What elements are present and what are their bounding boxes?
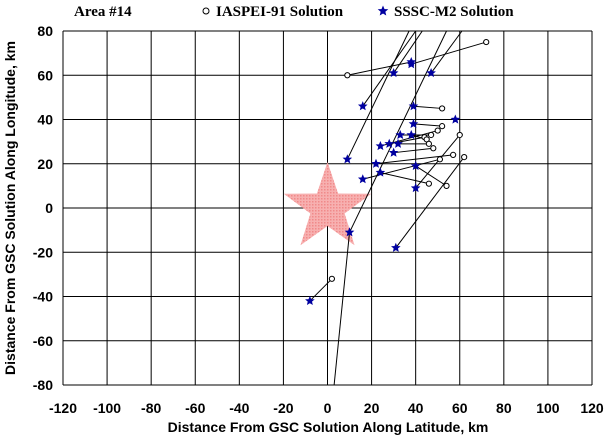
sssc-point — [410, 183, 421, 193]
data-points — [305, 38, 490, 306]
sssc-point — [388, 67, 399, 78]
sssc-point — [408, 101, 419, 111]
iaspei-point — [425, 180, 432, 187]
y-tick-label: -60 — [33, 333, 53, 349]
long-connector — [362, 30, 417, 107]
sssc-point — [410, 160, 421, 171]
long-connector — [346, 30, 410, 160]
legend-sssc-label: SSSC-M2 Solution — [394, 4, 514, 20]
sssc-point — [371, 158, 381, 168]
sssc-point — [426, 67, 436, 78]
x-tick-label: 60 — [452, 400, 468, 416]
sssc-point — [375, 141, 386, 151]
pair-connector — [309, 278, 333, 302]
y-tick-label: -80 — [33, 377, 53, 393]
x-tick-label: 100 — [536, 400, 560, 416]
sssc-point — [384, 138, 395, 148]
pair-connector — [362, 158, 441, 180]
x-tick-label: -40 — [229, 400, 249, 416]
x-tick-label: 20 — [364, 400, 380, 416]
x-axis-label: Distance From GSC Solution Along Latitud… — [168, 419, 489, 435]
legend: Area #14 IASPEI-91 Solution SSSC-M2 Solu… — [74, 4, 514, 20]
sssc-point — [357, 174, 368, 184]
pair-connector — [415, 165, 447, 187]
pair-connector — [413, 105, 443, 109]
pair-connector — [395, 156, 465, 249]
long-connector — [430, 30, 463, 74]
y-tick-label: -20 — [33, 244, 53, 260]
x-tick-label: 120 — [580, 400, 604, 416]
iaspei-point — [434, 127, 441, 134]
long-connector — [349, 30, 447, 233]
iaspei-point — [439, 105, 446, 112]
iaspei-point — [456, 131, 463, 139]
y-tick-label: 20 — [37, 156, 53, 172]
pair-connector — [380, 172, 430, 185]
iaspei-point — [344, 72, 351, 79]
sssc-point — [395, 129, 406, 140]
sssc-point — [388, 147, 399, 157]
long-connector — [393, 30, 423, 74]
x-tick-label: -80 — [141, 400, 161, 416]
iaspei-point — [427, 131, 435, 139]
sssc-point — [406, 129, 417, 140]
sssc-point — [393, 138, 403, 148]
sssc-point — [375, 167, 386, 177]
sssc-point — [408, 118, 419, 129]
legend-sssc-marker — [377, 5, 389, 16]
legend-iaspei-marker — [202, 7, 210, 15]
legend-iaspei-label: IASPEI-91 Solution — [216, 4, 344, 20]
sssc-point — [391, 242, 401, 252]
y-tick-label: 60 — [37, 67, 53, 83]
iaspei-point — [443, 182, 450, 189]
pair-connector — [411, 41, 487, 65]
x-tick-label: -100 — [93, 400, 121, 416]
tick-labels: -120 -100 -80 -60 -40 -20 0 20 40 60 80 100 120 -80 -6… — [33, 23, 604, 416]
iaspei-point — [461, 154, 468, 161]
y-tick-label: 80 — [37, 23, 53, 39]
sssc-point — [342, 154, 353, 164]
x-tick-label: 40 — [408, 400, 424, 416]
iaspei-point — [425, 140, 432, 147]
chart-title: Area #14 — [74, 4, 132, 20]
y-tick-label: -40 — [33, 289, 53, 305]
iaspei-point — [328, 275, 336, 282]
iaspei-point — [439, 123, 446, 130]
y-tick-label: 0 — [45, 200, 53, 216]
iaspei-point — [436, 156, 444, 163]
sssc-point — [406, 56, 417, 67]
x-tick-label: 0 — [324, 400, 332, 416]
sssc-point — [357, 101, 368, 111]
x-tick-label: 80 — [496, 400, 512, 416]
y-tick-label: 40 — [37, 112, 53, 128]
pair-connector — [413, 123, 443, 127]
reference-star-layer — [283, 162, 372, 246]
y-axis-label: Distance From GSC Solution Along Longitu… — [2, 41, 18, 375]
x-tick-label: -20 — [273, 400, 293, 416]
sssc-point — [450, 114, 461, 124]
reference-star — [283, 162, 372, 246]
sssc-point — [344, 227, 355, 237]
long-connector — [333, 232, 351, 386]
iaspei-point — [430, 145, 437, 152]
x-tick-label: -120 — [49, 400, 77, 416]
iaspei-point — [483, 38, 490, 46]
x-tick-label: -60 — [185, 400, 205, 416]
iaspei-point — [450, 151, 457, 158]
legend-star-shape — [377, 5, 389, 16]
pair-connector — [393, 147, 434, 154]
pair-connector — [347, 61, 412, 76]
pair-connector — [415, 134, 461, 189]
sssc-point — [305, 295, 315, 306]
